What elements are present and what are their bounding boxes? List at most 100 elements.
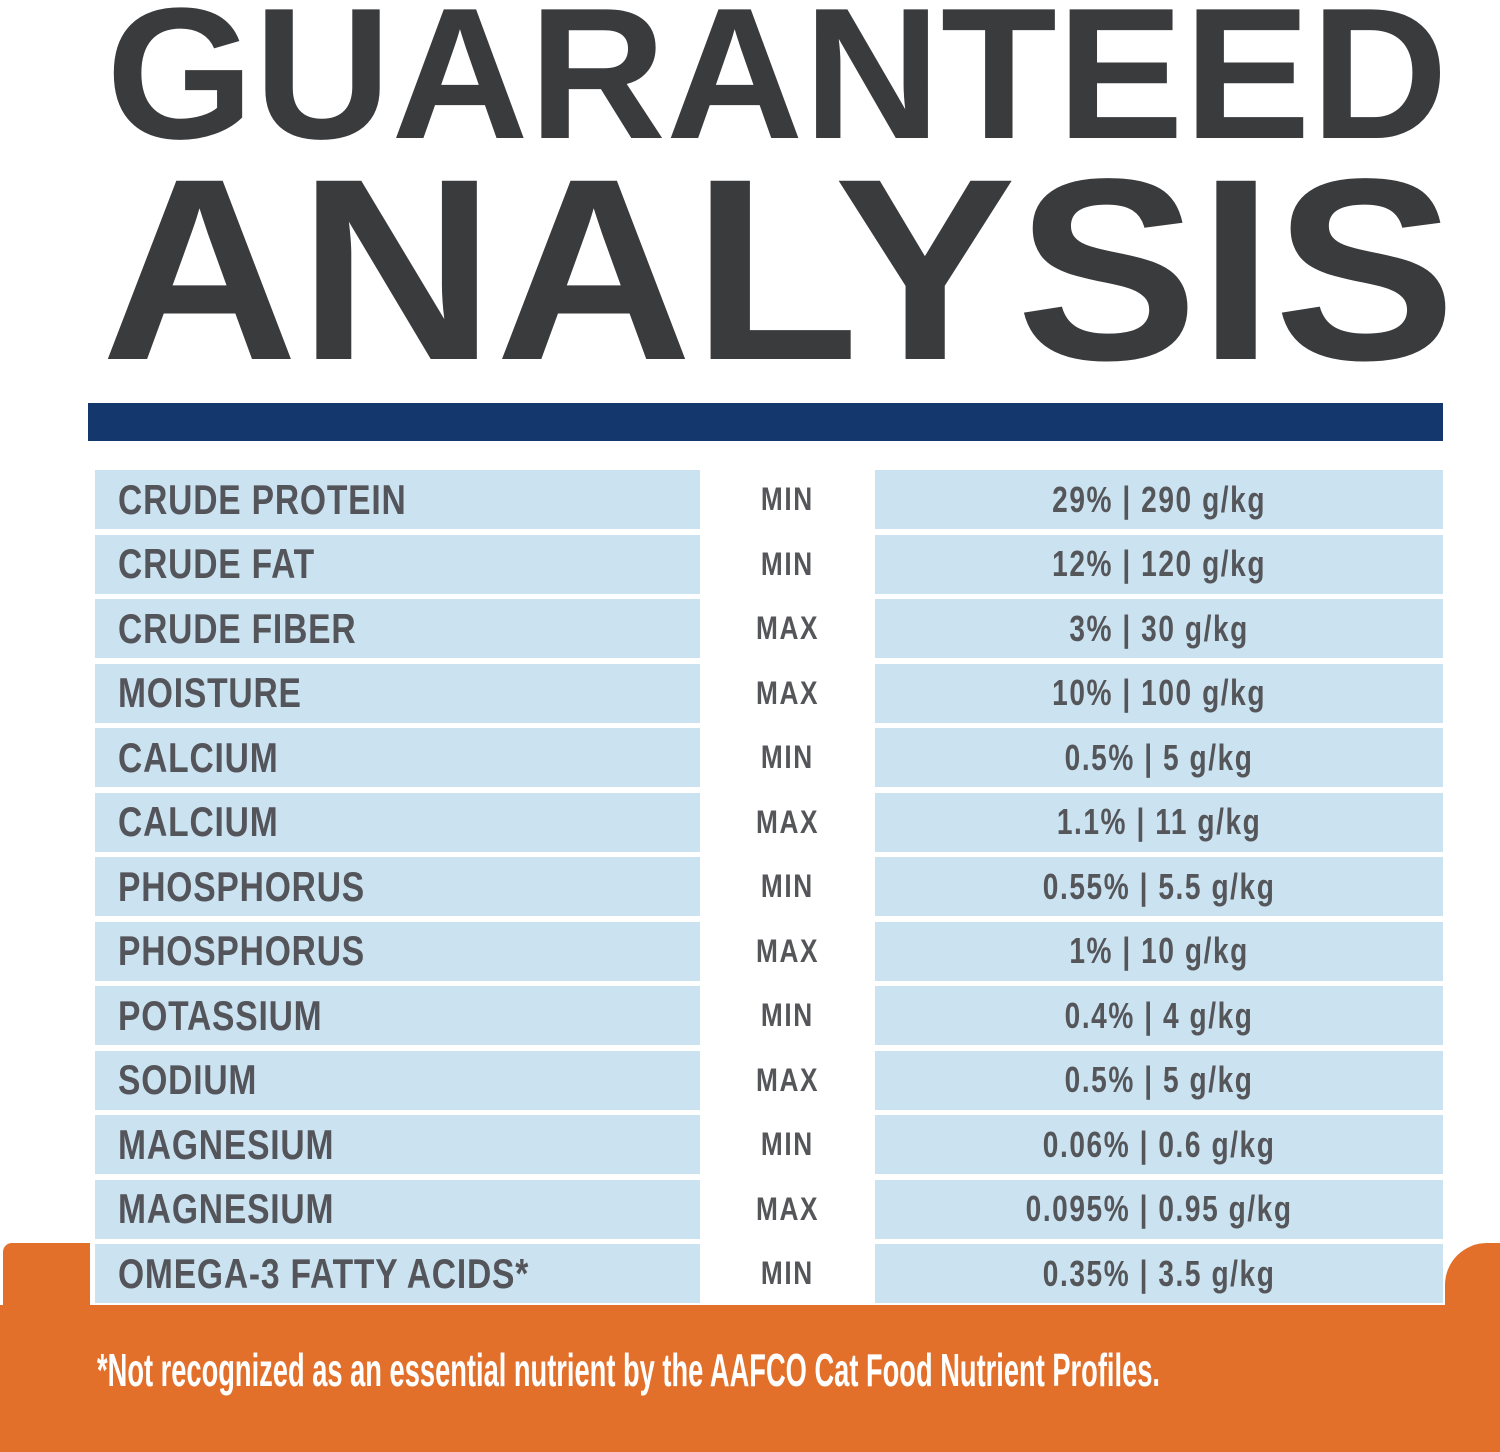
table-row-crude-fat: CRUDE FAT MIN 12% | 120 g/kg bbox=[0, 534, 1500, 594]
table-row-crude-fiber: CRUDE FIBER MAX 3% | 30 g/kg bbox=[0, 599, 1500, 658]
qualifier-cell: MIN bbox=[700, 534, 875, 594]
qualifier: MAX bbox=[755, 674, 820, 711]
value-cell: 0.095% | 0.95 g/kg bbox=[875, 1179, 1443, 1239]
nutrient-cell: CRUDE FIBER bbox=[95, 599, 700, 658]
nutrient-cell: OMEGA-3 FATTY ACIDS* bbox=[95, 1244, 700, 1303]
nutrient-name: MAGNESIUM bbox=[118, 1120, 335, 1168]
nutrient-value: 0.35% | 3.5 g/kg bbox=[1042, 1252, 1276, 1294]
table-row-crude-protein: CRUDE PROTEIN MIN 29% | 290 g/kg bbox=[0, 470, 1500, 529]
qualifier-cell: MIN bbox=[700, 728, 875, 787]
nutrient-name: SODIUM bbox=[118, 1056, 258, 1103]
footnote-text: *Not recognized as an essential nutrient… bbox=[97, 1344, 1160, 1396]
nutrient-name: OMEGA-3 FATTY ACIDS* bbox=[118, 1249, 530, 1297]
nutrient-name: CRUDE FAT bbox=[118, 540, 315, 587]
nutrient-cell: MAGNESIUM bbox=[95, 1115, 700, 1174]
nutrient-value: 1% | 10 g/kg bbox=[1069, 930, 1249, 971]
nutrient-value: 10% | 100 g/kg bbox=[1052, 672, 1266, 713]
nutrient-name: PHOSPHORUS bbox=[118, 862, 365, 910]
nutrient-name: POTASSIUM bbox=[118, 991, 323, 1039]
value-cell: 1.1% | 11 g/kg bbox=[875, 792, 1443, 852]
nutrient-value: 3% | 30 g/kg bbox=[1069, 607, 1249, 649]
qualifier: MIN bbox=[760, 545, 815, 582]
page-title: GUARANTEED ANALYSIS bbox=[101, 0, 1456, 400]
nutrient-cell: CRUDE PROTEIN bbox=[95, 470, 700, 529]
table-row-phosphorus-min: PHOSPHORUS MIN 0.55% | 5.5 g/kg bbox=[0, 857, 1500, 916]
table-row-calcium-min: CALCIUM MIN 0.5% | 5 g/kg bbox=[0, 728, 1500, 787]
qualifier-cell: MIN bbox=[700, 470, 875, 529]
nutrient-value: 0.5% | 5 g/kg bbox=[1064, 1059, 1254, 1100]
value-cell: 29% | 290 g/kg bbox=[875, 470, 1443, 529]
qualifier: MAX bbox=[755, 932, 820, 969]
nutrient-cell: SODIUM bbox=[95, 1050, 700, 1110]
qualifier: MAX bbox=[755, 1061, 820, 1098]
value-cell: 1% | 10 g/kg bbox=[875, 921, 1443, 981]
nutrient-cell: MAGNESIUM bbox=[95, 1179, 700, 1239]
value-cell: 0.4% | 4 g/kg bbox=[875, 986, 1443, 1045]
qualifier: MIN bbox=[760, 868, 815, 904]
nutrient-value: 29% | 290 g/kg bbox=[1052, 478, 1266, 520]
qualifier-cell: MIN bbox=[700, 986, 875, 1045]
table-row-magnesium-max: MAGNESIUM MAX 0.095% | 0.95 g/kg bbox=[0, 1179, 1500, 1239]
table-row-omega3-fatty-acids: OMEGA-3 FATTY ACIDS* MIN 0.35% | 3.5 g/k… bbox=[0, 1244, 1500, 1303]
nutrient-name: MAGNESIUM bbox=[118, 1185, 335, 1232]
value-cell: 0.35% | 3.5 g/kg bbox=[875, 1244, 1443, 1303]
nutrient-cell: CALCIUM bbox=[95, 728, 700, 787]
qualifier-cell: MAX bbox=[700, 921, 875, 981]
nutrient-value: 0.55% | 5.5 g/kg bbox=[1042, 865, 1276, 907]
qualifier-cell: MAX bbox=[700, 663, 875, 723]
qualifier: MIN bbox=[760, 739, 815, 775]
nutrient-name: CRUDE FIBER bbox=[118, 604, 357, 652]
qualifier-cell: MAX bbox=[700, 1179, 875, 1239]
table-row-potassium: POTASSIUM MIN 0.4% | 4 g/kg bbox=[0, 986, 1500, 1045]
qualifier: MAX bbox=[755, 610, 820, 646]
title-line-2: ANALYSIS bbox=[101, 125, 1456, 400]
value-cell: 3% | 30 g/kg bbox=[875, 599, 1443, 658]
qualifier-cell: MAX bbox=[700, 1050, 875, 1110]
nutrient-cell: MOISTURE bbox=[95, 663, 700, 723]
value-cell: 0.06% | 0.6 g/kg bbox=[875, 1115, 1443, 1174]
table-row-sodium: SODIUM MAX 0.5% | 5 g/kg bbox=[0, 1050, 1500, 1110]
value-cell: 0.5% | 5 g/kg bbox=[875, 728, 1443, 787]
table-row-calcium-max: CALCIUM MAX 1.1% | 11 g/kg bbox=[0, 792, 1500, 852]
nutrient-cell: CRUDE FAT bbox=[95, 534, 700, 594]
nutrient-cell: PHOSPHORUS bbox=[95, 921, 700, 981]
qualifier: MAX bbox=[755, 1190, 820, 1227]
qualifier: MIN bbox=[760, 1255, 815, 1291]
qualifier-cell: MIN bbox=[700, 857, 875, 916]
value-cell: 0.5% | 5 g/kg bbox=[875, 1050, 1443, 1110]
nutrient-name: CALCIUM bbox=[118, 798, 279, 845]
nutrient-name: PHOSPHORUS bbox=[118, 927, 365, 974]
nutrient-value: 0.06% | 0.6 g/kg bbox=[1042, 1123, 1276, 1165]
nutrient-name: CRUDE PROTEIN bbox=[118, 475, 407, 523]
divider-bar bbox=[88, 403, 1443, 441]
nutrient-value: 0.4% | 4 g/kg bbox=[1064, 994, 1254, 1036]
footnote: *Not recognized as an essential nutrient… bbox=[97, 1344, 1160, 1396]
table-row-phosphorus-max: PHOSPHORUS MAX 1% | 10 g/kg bbox=[0, 921, 1500, 981]
nutrient-cell: PHOSPHORUS bbox=[95, 857, 700, 916]
title-line-1: GUARANTEED bbox=[106, 0, 1448, 178]
value-cell: 10% | 100 g/kg bbox=[875, 663, 1443, 723]
qualifier: MIN bbox=[760, 997, 815, 1033]
table-row-magnesium-min: MAGNESIUM MIN 0.06% | 0.6 g/kg bbox=[0, 1115, 1500, 1174]
footer-band bbox=[0, 1305, 1500, 1452]
qualifier-cell: MAX bbox=[700, 792, 875, 852]
nutrient-value: 12% | 120 g/kg bbox=[1052, 543, 1266, 584]
nutrient-cell: CALCIUM bbox=[95, 792, 700, 852]
nutrient-name: MOISTURE bbox=[118, 669, 302, 716]
qualifier: MIN bbox=[760, 1126, 815, 1162]
qualifier-cell: MIN bbox=[700, 1115, 875, 1174]
value-cell: 0.55% | 5.5 g/kg bbox=[875, 857, 1443, 916]
qualifier: MAX bbox=[755, 803, 820, 840]
nutrient-value: 0.095% | 0.95 g/kg bbox=[1025, 1188, 1293, 1229]
nutrient-cell: POTASSIUM bbox=[95, 986, 700, 1045]
footer-band-left bbox=[3, 1243, 90, 1309]
value-cell: 12% | 120 g/kg bbox=[875, 534, 1443, 594]
table-row-moisture: MOISTURE MAX 10% | 100 g/kg bbox=[0, 663, 1500, 723]
qualifier-cell: MAX bbox=[700, 599, 875, 658]
nutrient-value: 0.5% | 5 g/kg bbox=[1064, 736, 1254, 778]
nutrient-name: CALCIUM bbox=[118, 733, 279, 781]
nutrient-value: 1.1% | 11 g/kg bbox=[1056, 801, 1262, 842]
guaranteed-analysis-table: CRUDE PROTEIN MIN 29% | 290 g/kg CRUDE F… bbox=[0, 470, 1500, 1309]
qualifier: MIN bbox=[760, 481, 815, 517]
